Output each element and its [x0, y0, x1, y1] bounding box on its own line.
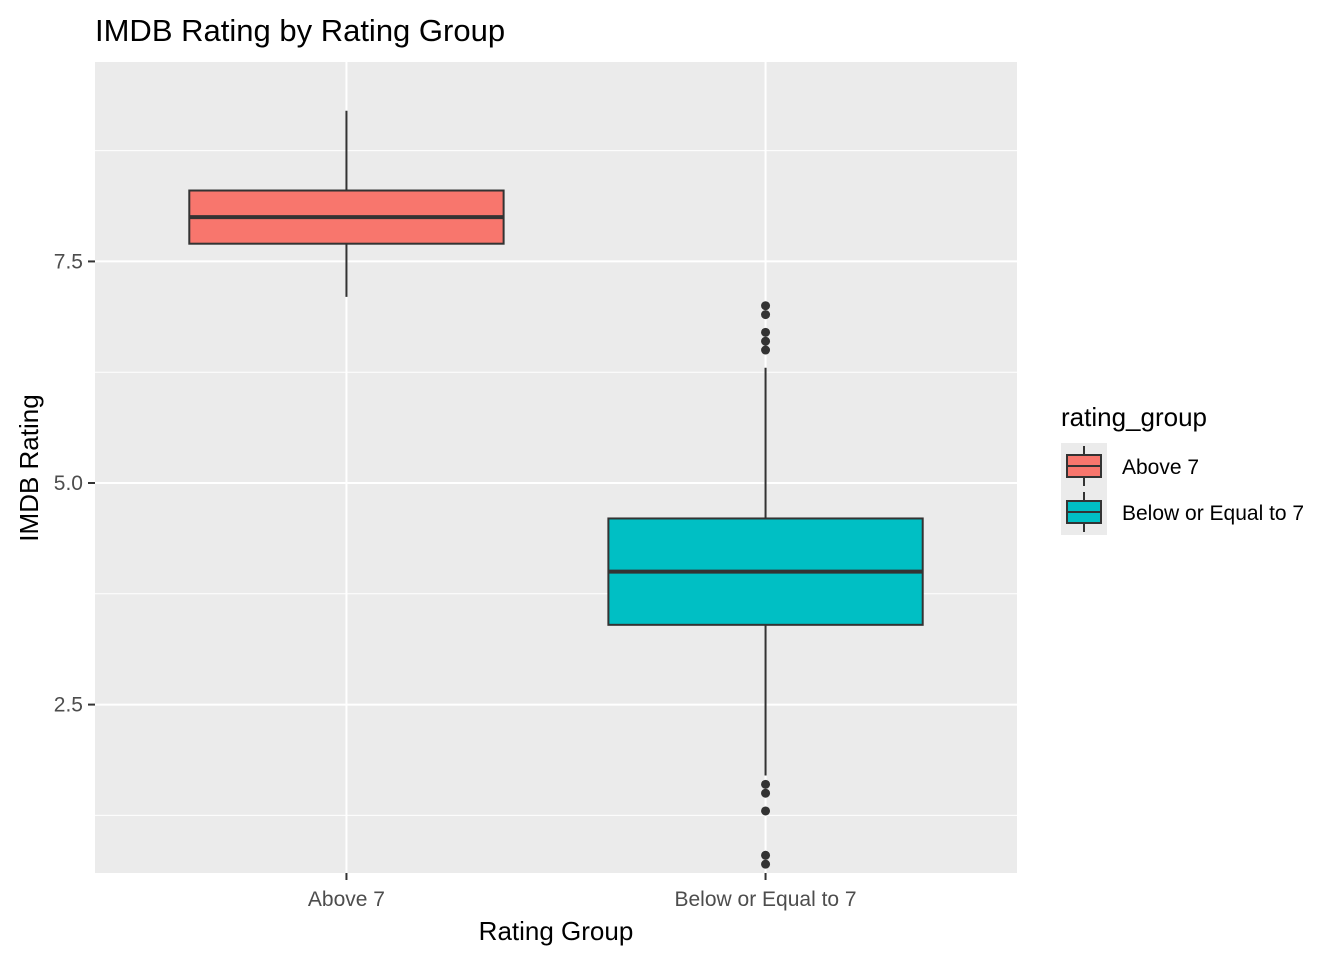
x-tick-label: Above 7	[308, 888, 385, 911]
y-tick-label: 5.0	[54, 472, 83, 495]
box-above-7	[188, 110, 505, 297]
legend: rating_group Above 7 Below or Equal to 7	[1061, 402, 1304, 535]
legend-key	[1066, 446, 1102, 486]
plot-panel	[95, 62, 1017, 873]
y-tick-label: 2.5	[54, 694, 83, 717]
outlier-point	[761, 327, 771, 337]
x-axis-title: Rating Group	[479, 916, 634, 946]
outlier-point	[761, 345, 771, 355]
legend-title: rating_group	[1061, 402, 1207, 432]
chart-title: IMDB Rating by Rating Group	[95, 13, 505, 48]
outlier-point	[761, 336, 771, 346]
x-tick-label: Below or Equal to 7	[674, 888, 856, 911]
outlier-point	[761, 850, 771, 860]
legend-label: Above 7	[1122, 456, 1199, 479]
legend-key	[1066, 492, 1102, 532]
outlier-point	[761, 859, 771, 869]
y-axis-title: IMDB Rating	[14, 394, 44, 541]
outlier-point	[761, 779, 771, 789]
y-axis: 2.5 5.0 7.5	[54, 250, 95, 717]
box-layer	[188, 110, 924, 869]
y-tick-label: 7.5	[54, 250, 83, 273]
outlier-point	[761, 788, 771, 798]
legend-label: Below or Equal to 7	[1122, 502, 1304, 525]
outlier-point	[761, 301, 771, 311]
outlier-point	[761, 806, 771, 816]
outlier-point	[761, 310, 771, 320]
box-below-or-equal-7	[607, 301, 924, 869]
x-axis: Above 7 Below or Equal to 7	[308, 873, 857, 911]
